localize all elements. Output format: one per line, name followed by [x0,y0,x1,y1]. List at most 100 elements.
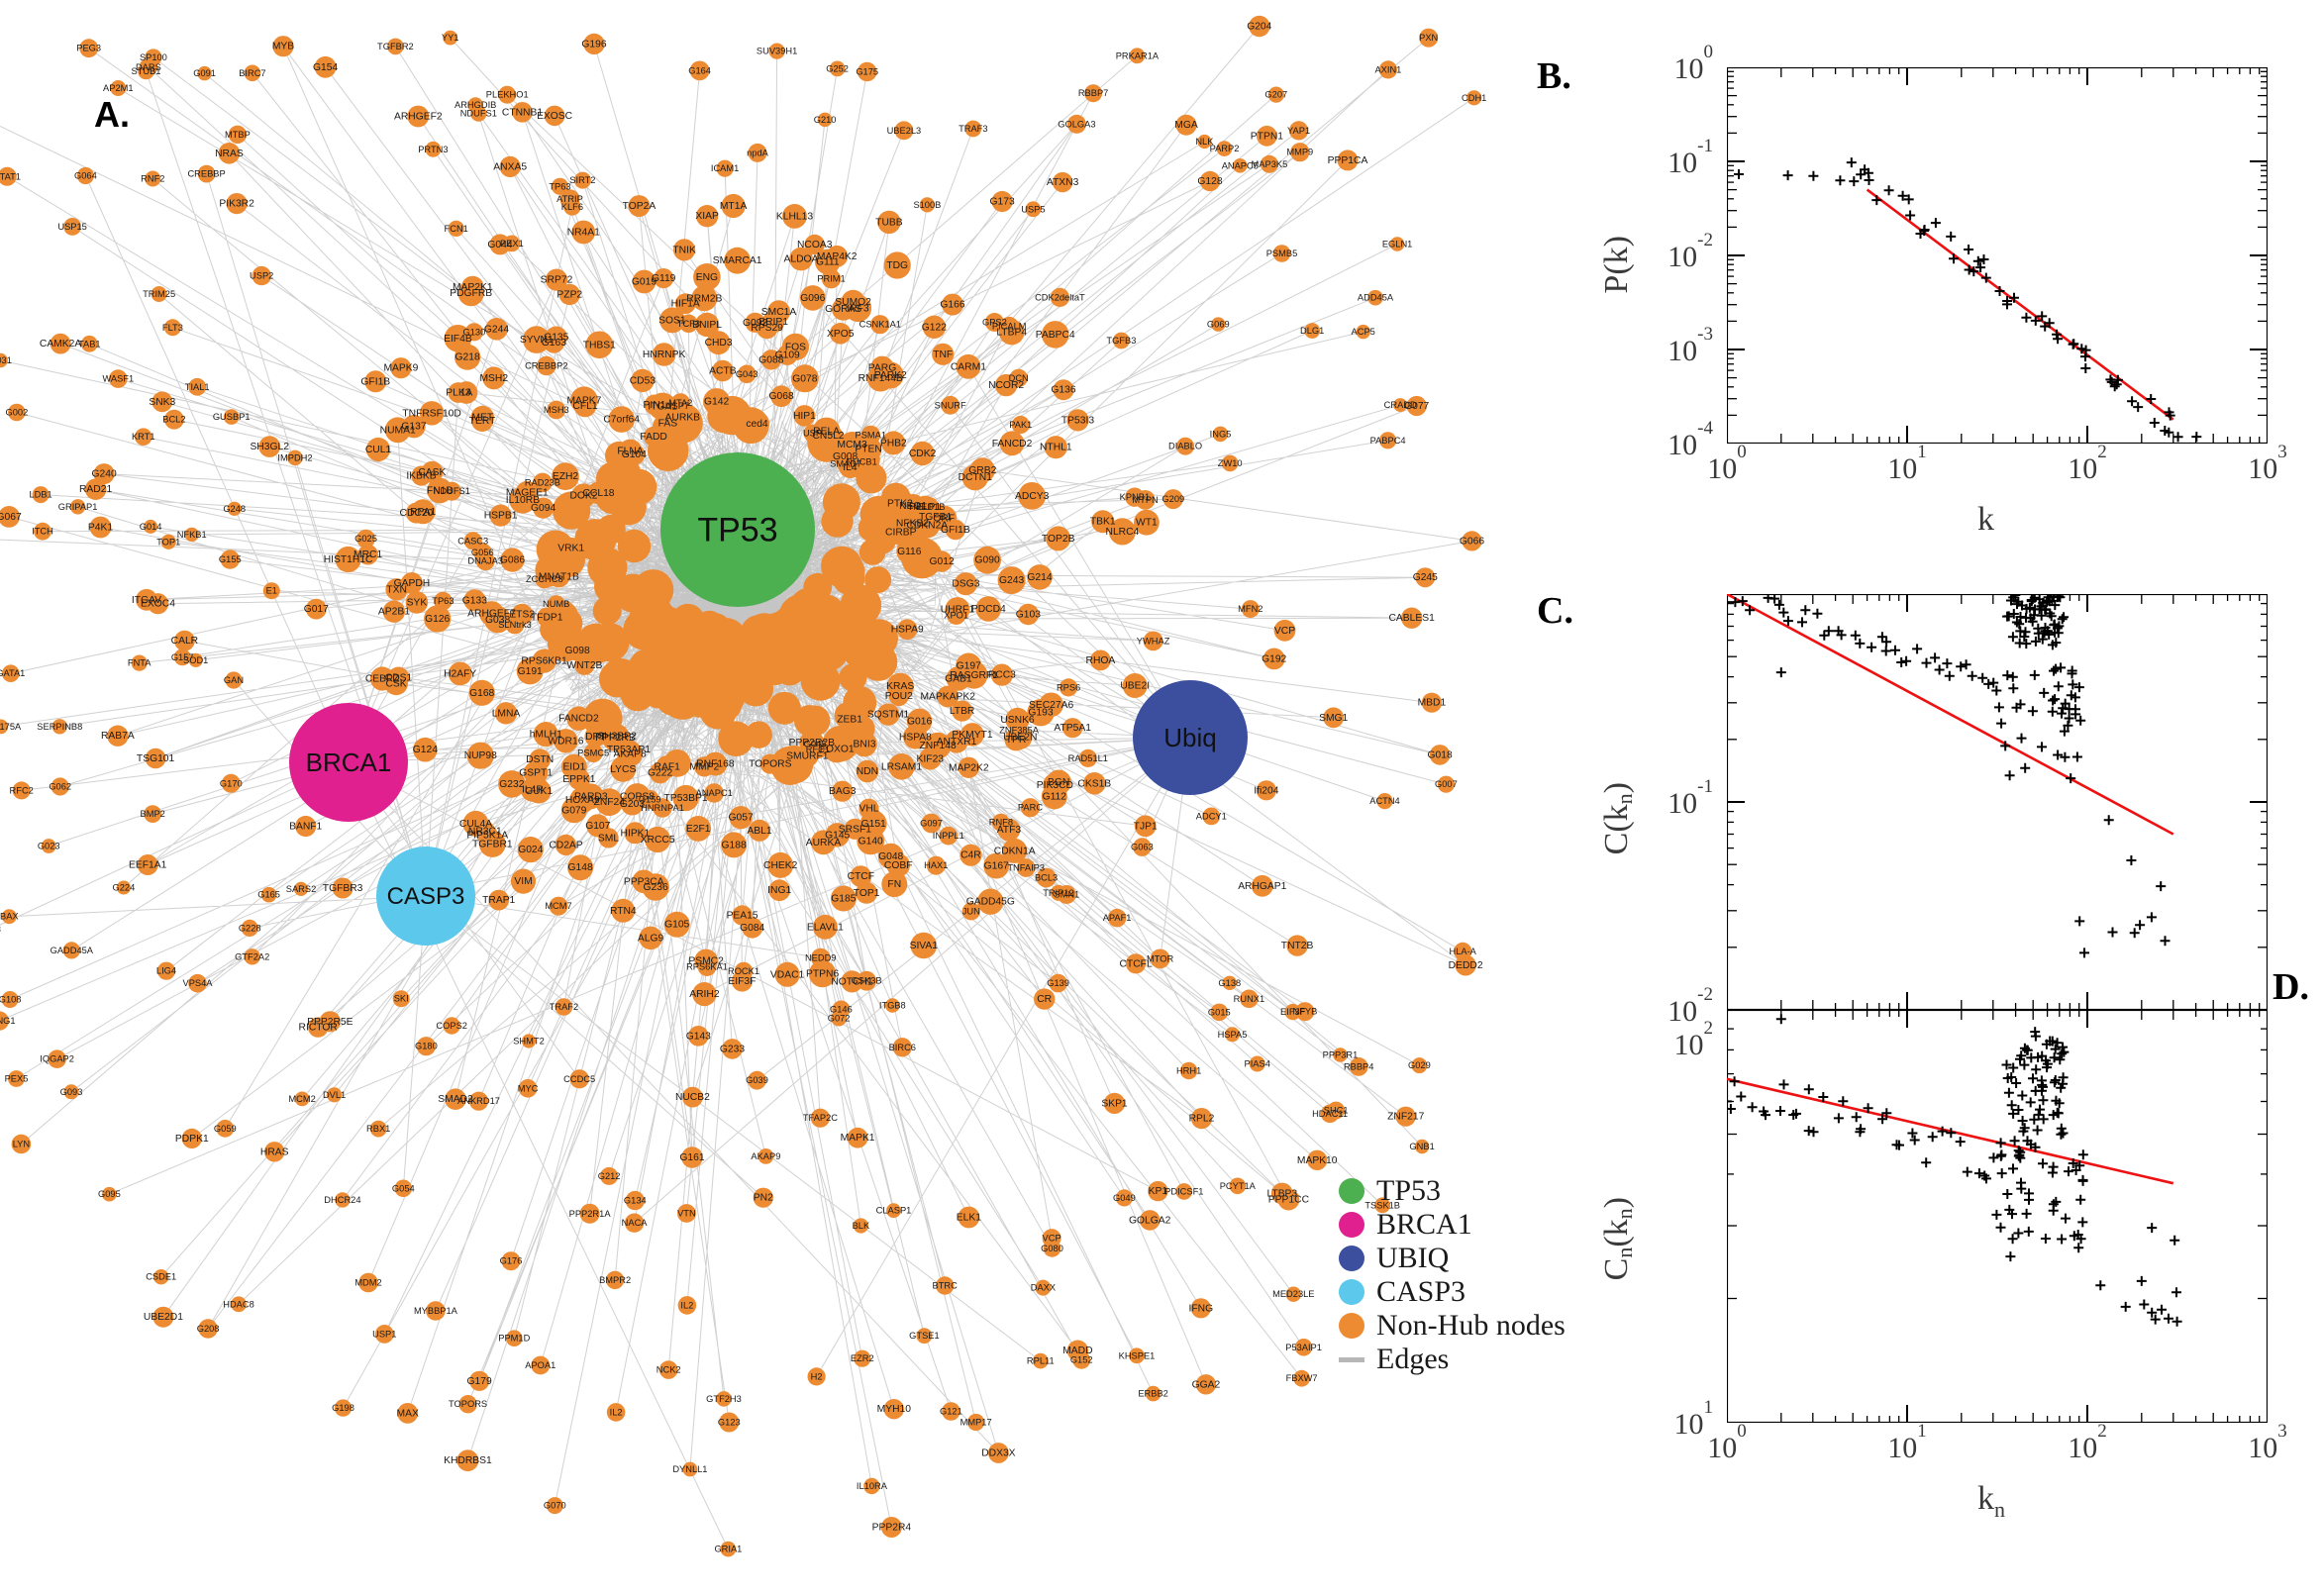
svg-text:TNT2B: TNT2B [1281,941,1314,951]
svg-text:DSTN: DSTN [526,754,554,765]
svg-text:G069: G069 [1207,320,1230,330]
svg-text:NRAS: NRAS [215,149,244,159]
svg-text:G018: G018 [1427,749,1452,760]
svg-text:CUL1: CUL1 [365,445,392,455]
svg-text:FBXW7: FBXW7 [1286,1373,1318,1383]
svg-text:G015: G015 [1208,1007,1231,1017]
svg-text:RAD51L1: RAD51L1 [1068,753,1108,763]
svg-text:PXN: PXN [1419,33,1438,43]
svg-text:TOP1: TOP1 [854,888,880,899]
svg-text:TFDP1: TFDP1 [531,613,563,624]
svg-text:GFI1B: GFI1B [360,376,390,387]
svg-text:G204: G204 [1247,22,1271,33]
svg-text:IMPDH2: IMPDH2 [277,452,312,462]
svg-text:G016: G016 [907,716,932,727]
svg-text:RNF168: RNF168 [696,759,735,770]
svg-text:RAD21: RAD21 [79,484,112,495]
svg-text:ARHGEF7: ARHGEF7 [467,609,516,620]
svg-text:NCOA3: NCOA3 [797,240,833,250]
svg-text:CALR: CALR [171,636,198,647]
svg-text:LIG4: LIG4 [156,966,176,976]
svg-text:ELK1: ELK1 [957,1213,981,1224]
svg-text:ATXN3: ATXN3 [1047,177,1079,188]
svg-text:PDICSF1: PDICSF1 [1164,1186,1203,1196]
svg-text:FAS: FAS [658,419,678,430]
svg-text:TJP1: TJP1 [1134,821,1158,832]
svg-text:DAXX: DAXX [1031,1283,1056,1293]
svg-text:DSG3: DSG3 [952,579,979,590]
svg-text:TAB1: TAB1 [78,339,101,349]
svg-text:TP63: TP63 [432,596,454,606]
svg-text:RBBP4: RBBP4 [1344,1061,1374,1071]
svg-text:G179: G179 [466,1376,491,1387]
svg-text:HRAS: HRAS [260,1147,289,1157]
svg-text:G170: G170 [220,778,243,788]
svg-text:FAM175A: FAM175A [0,722,22,732]
svg-text:PSMC5: PSMC5 [577,748,609,758]
svg-text:EXOSC: EXOSC [537,111,573,122]
svg-text:G019: G019 [632,277,656,288]
svg-text:AKAP9: AKAP9 [751,1151,780,1161]
svg-text:CD2AP: CD2AP [549,840,582,850]
svg-text:CSDE1: CSDE1 [146,1272,176,1282]
svg-text:NDN: NDN [857,766,878,777]
svg-text:TRAF2: TRAF2 [550,1002,578,1012]
svg-text:G133: G133 [462,595,487,606]
svg-text:SLNtrk3: SLNtrk3 [498,620,532,630]
svg-text:NR4A1: NR4A1 [567,228,600,239]
svg-text:UHRF1: UHRF1 [941,605,975,616]
svg-text:G166: G166 [940,300,964,311]
svg-text:CSK: CSK [386,678,407,689]
svg-text:G209: G209 [1162,494,1184,504]
svg-text:CFL1: CFL1 [572,401,597,412]
svg-text:DDX3X: DDX3X [981,1448,1015,1459]
svg-text:CTCFL: CTCFL [1120,958,1153,969]
svg-text:LMNA: LMNA [492,708,521,719]
svg-text:HOXA9: HOXA9 [565,795,600,806]
svg-text:CCNG1: CCNG1 [0,1016,16,1026]
svg-text:POU2: POU2 [885,691,913,702]
svg-text:S100B: S100B [913,200,941,210]
svg-text:ANTXR1: ANTXR1 [937,737,977,748]
svg-text:XIAP: XIAP [695,211,719,222]
svg-text:NFKB1: NFKB1 [177,530,207,540]
svg-text:NUP98: NUP98 [464,750,497,761]
svg-text:SHC1: SHC1 [1324,1106,1349,1116]
svg-text:LTBR: LTBR [950,706,975,717]
svg-text:UBE2L3: UBE2L3 [887,126,922,136]
svg-text:G244: G244 [484,324,509,335]
svg-text:BIRC6: BIRC6 [889,1043,916,1052]
svg-text:G094: G094 [531,503,556,514]
svg-text:USP2: USP2 [250,271,273,281]
svg-text:CDK2deltaT: CDK2deltaT [1035,292,1085,302]
svg-text:TNFAIP3: TNFAIP3 [1007,863,1045,873]
svg-text:E2F1: E2F1 [686,824,711,835]
svg-text:ERBB2: ERBB2 [1138,1389,1168,1399]
svg-text:G188: G188 [721,840,746,850]
svg-text:KLHL13: KLHL13 [776,211,813,222]
svg-text:WT1: WT1 [1136,518,1158,529]
svg-text:HDAC8: HDAC8 [223,1299,254,1309]
svg-text:GADD45A: GADD45A [50,946,94,955]
svg-text:PZP2: PZP2 [556,289,582,300]
svg-text:G023: G023 [38,842,60,851]
svg-text:FLT3: FLT3 [162,323,183,333]
svg-text:G138: G138 [1218,978,1241,988]
svg-text:HSPB1: HSPB1 [484,511,518,522]
svg-text:KHDRBS1: KHDRBS1 [444,1455,492,1466]
svg-text:PSMB5: PSMB5 [1266,249,1298,258]
svg-text:G072: G072 [828,1014,851,1024]
svg-text:G140: G140 [858,836,883,847]
svg-text:TGFB3: TGFB3 [1106,336,1136,346]
svg-text:G185: G185 [831,894,856,905]
svg-text:TDG: TDG [886,260,908,271]
svg-text:G161: G161 [679,1152,704,1163]
svg-text:NTHL1: NTHL1 [1040,443,1072,453]
svg-text:SUMO2: SUMO2 [835,297,871,308]
svg-text:G233: G233 [720,1044,745,1054]
svg-text:PPP3R1: PPP3R1 [1323,1050,1359,1060]
svg-text:G039: G039 [746,1075,768,1085]
svg-text:MAPK1: MAPK1 [841,1133,875,1144]
svg-text:DIABLO: DIABLO [1168,442,1202,451]
svg-text:NDUFS1: NDUFS1 [434,486,470,496]
